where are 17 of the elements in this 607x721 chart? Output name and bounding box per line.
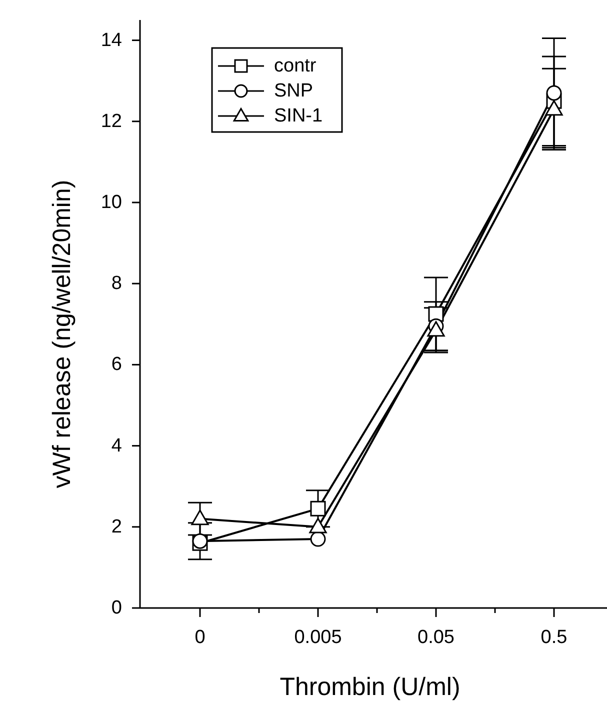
x-tick-label: 0.5 xyxy=(540,627,568,648)
y-tick-label: 0 xyxy=(111,598,122,618)
legend-label: contr xyxy=(274,56,317,76)
y-tick-label: 2 xyxy=(111,516,122,538)
y-tick-label: 12 xyxy=(100,110,122,132)
y-tick-label: 10 xyxy=(100,192,122,213)
y-tick-label: 4 xyxy=(111,435,122,456)
x-axis-title: Thrombin (U/ml) xyxy=(280,673,460,701)
y-tick-label: 6 xyxy=(111,354,122,376)
y-axis-title: vWf release (ng/well/20min) xyxy=(48,180,76,488)
x-tick-label: 0.005 xyxy=(294,627,342,648)
x-tick-label: 0.05 xyxy=(418,627,454,648)
x-tick-label: 0 xyxy=(194,627,206,648)
y-tick-label: 8 xyxy=(111,273,122,294)
legend-label: SIN-1 xyxy=(274,106,323,126)
legend-label: SNP xyxy=(274,80,314,102)
y-tick-label: 14 xyxy=(100,30,122,51)
